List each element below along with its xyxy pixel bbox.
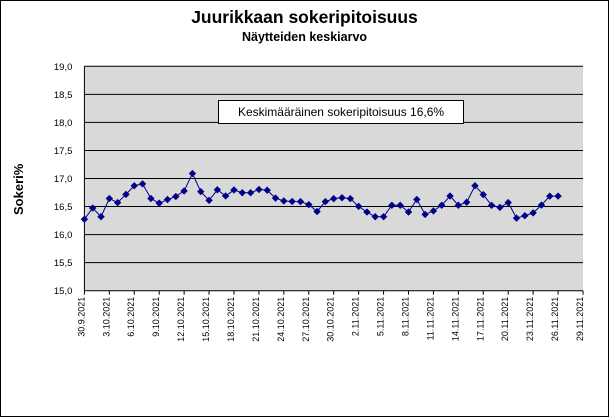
svg-text:16,0: 16,0 xyxy=(54,230,73,241)
svg-text:27.10.2021: 27.10.2021 xyxy=(301,297,311,342)
svg-text:2.11.2021: 2.11.2021 xyxy=(351,297,361,336)
svg-text:15,0: 15,0 xyxy=(54,286,73,297)
svg-text:30.10.2021: 30.10.2021 xyxy=(326,297,336,342)
svg-text:16,5: 16,5 xyxy=(54,202,73,213)
svg-text:20.11.2021: 20.11.2021 xyxy=(500,297,510,341)
svg-text:18,5: 18,5 xyxy=(54,90,73,101)
svg-text:29.11.2021: 29.11.2021 xyxy=(575,297,585,341)
svg-text:6.10.2021: 6.10.2021 xyxy=(126,297,136,337)
svg-text:8.11.2021: 8.11.2021 xyxy=(400,297,410,336)
svg-text:3.10.2021: 3.10.2021 xyxy=(101,297,111,337)
svg-text:15.10.2021: 15.10.2021 xyxy=(201,297,211,342)
svg-text:23.11.2021: 23.11.2021 xyxy=(525,297,535,341)
svg-text:12.10.2021: 12.10.2021 xyxy=(176,297,186,342)
svg-text:18,0: 18,0 xyxy=(54,118,73,129)
svg-text:5.11.2021: 5.11.2021 xyxy=(376,297,386,336)
svg-text:17,5: 17,5 xyxy=(54,146,73,157)
svg-text:14.11.2021: 14.11.2021 xyxy=(450,297,460,341)
svg-text:15,5: 15,5 xyxy=(54,258,73,269)
svg-text:11.11.2021: 11.11.2021 xyxy=(425,297,435,341)
svg-text:24.10.2021: 24.10.2021 xyxy=(276,297,286,342)
svg-text:17.11.2021: 17.11.2021 xyxy=(475,297,485,341)
svg-text:9.10.2021: 9.10.2021 xyxy=(151,297,161,337)
svg-text:26.11.2021: 26.11.2021 xyxy=(550,297,560,341)
svg-text:17,0: 17,0 xyxy=(54,174,73,185)
svg-text:19,0: 19,0 xyxy=(54,62,73,73)
svg-text:21.10.2021: 21.10.2021 xyxy=(251,297,261,342)
svg-text:30.9.2021: 30.9.2021 xyxy=(76,297,86,337)
svg-text:18.10.2021: 18.10.2021 xyxy=(226,297,236,342)
